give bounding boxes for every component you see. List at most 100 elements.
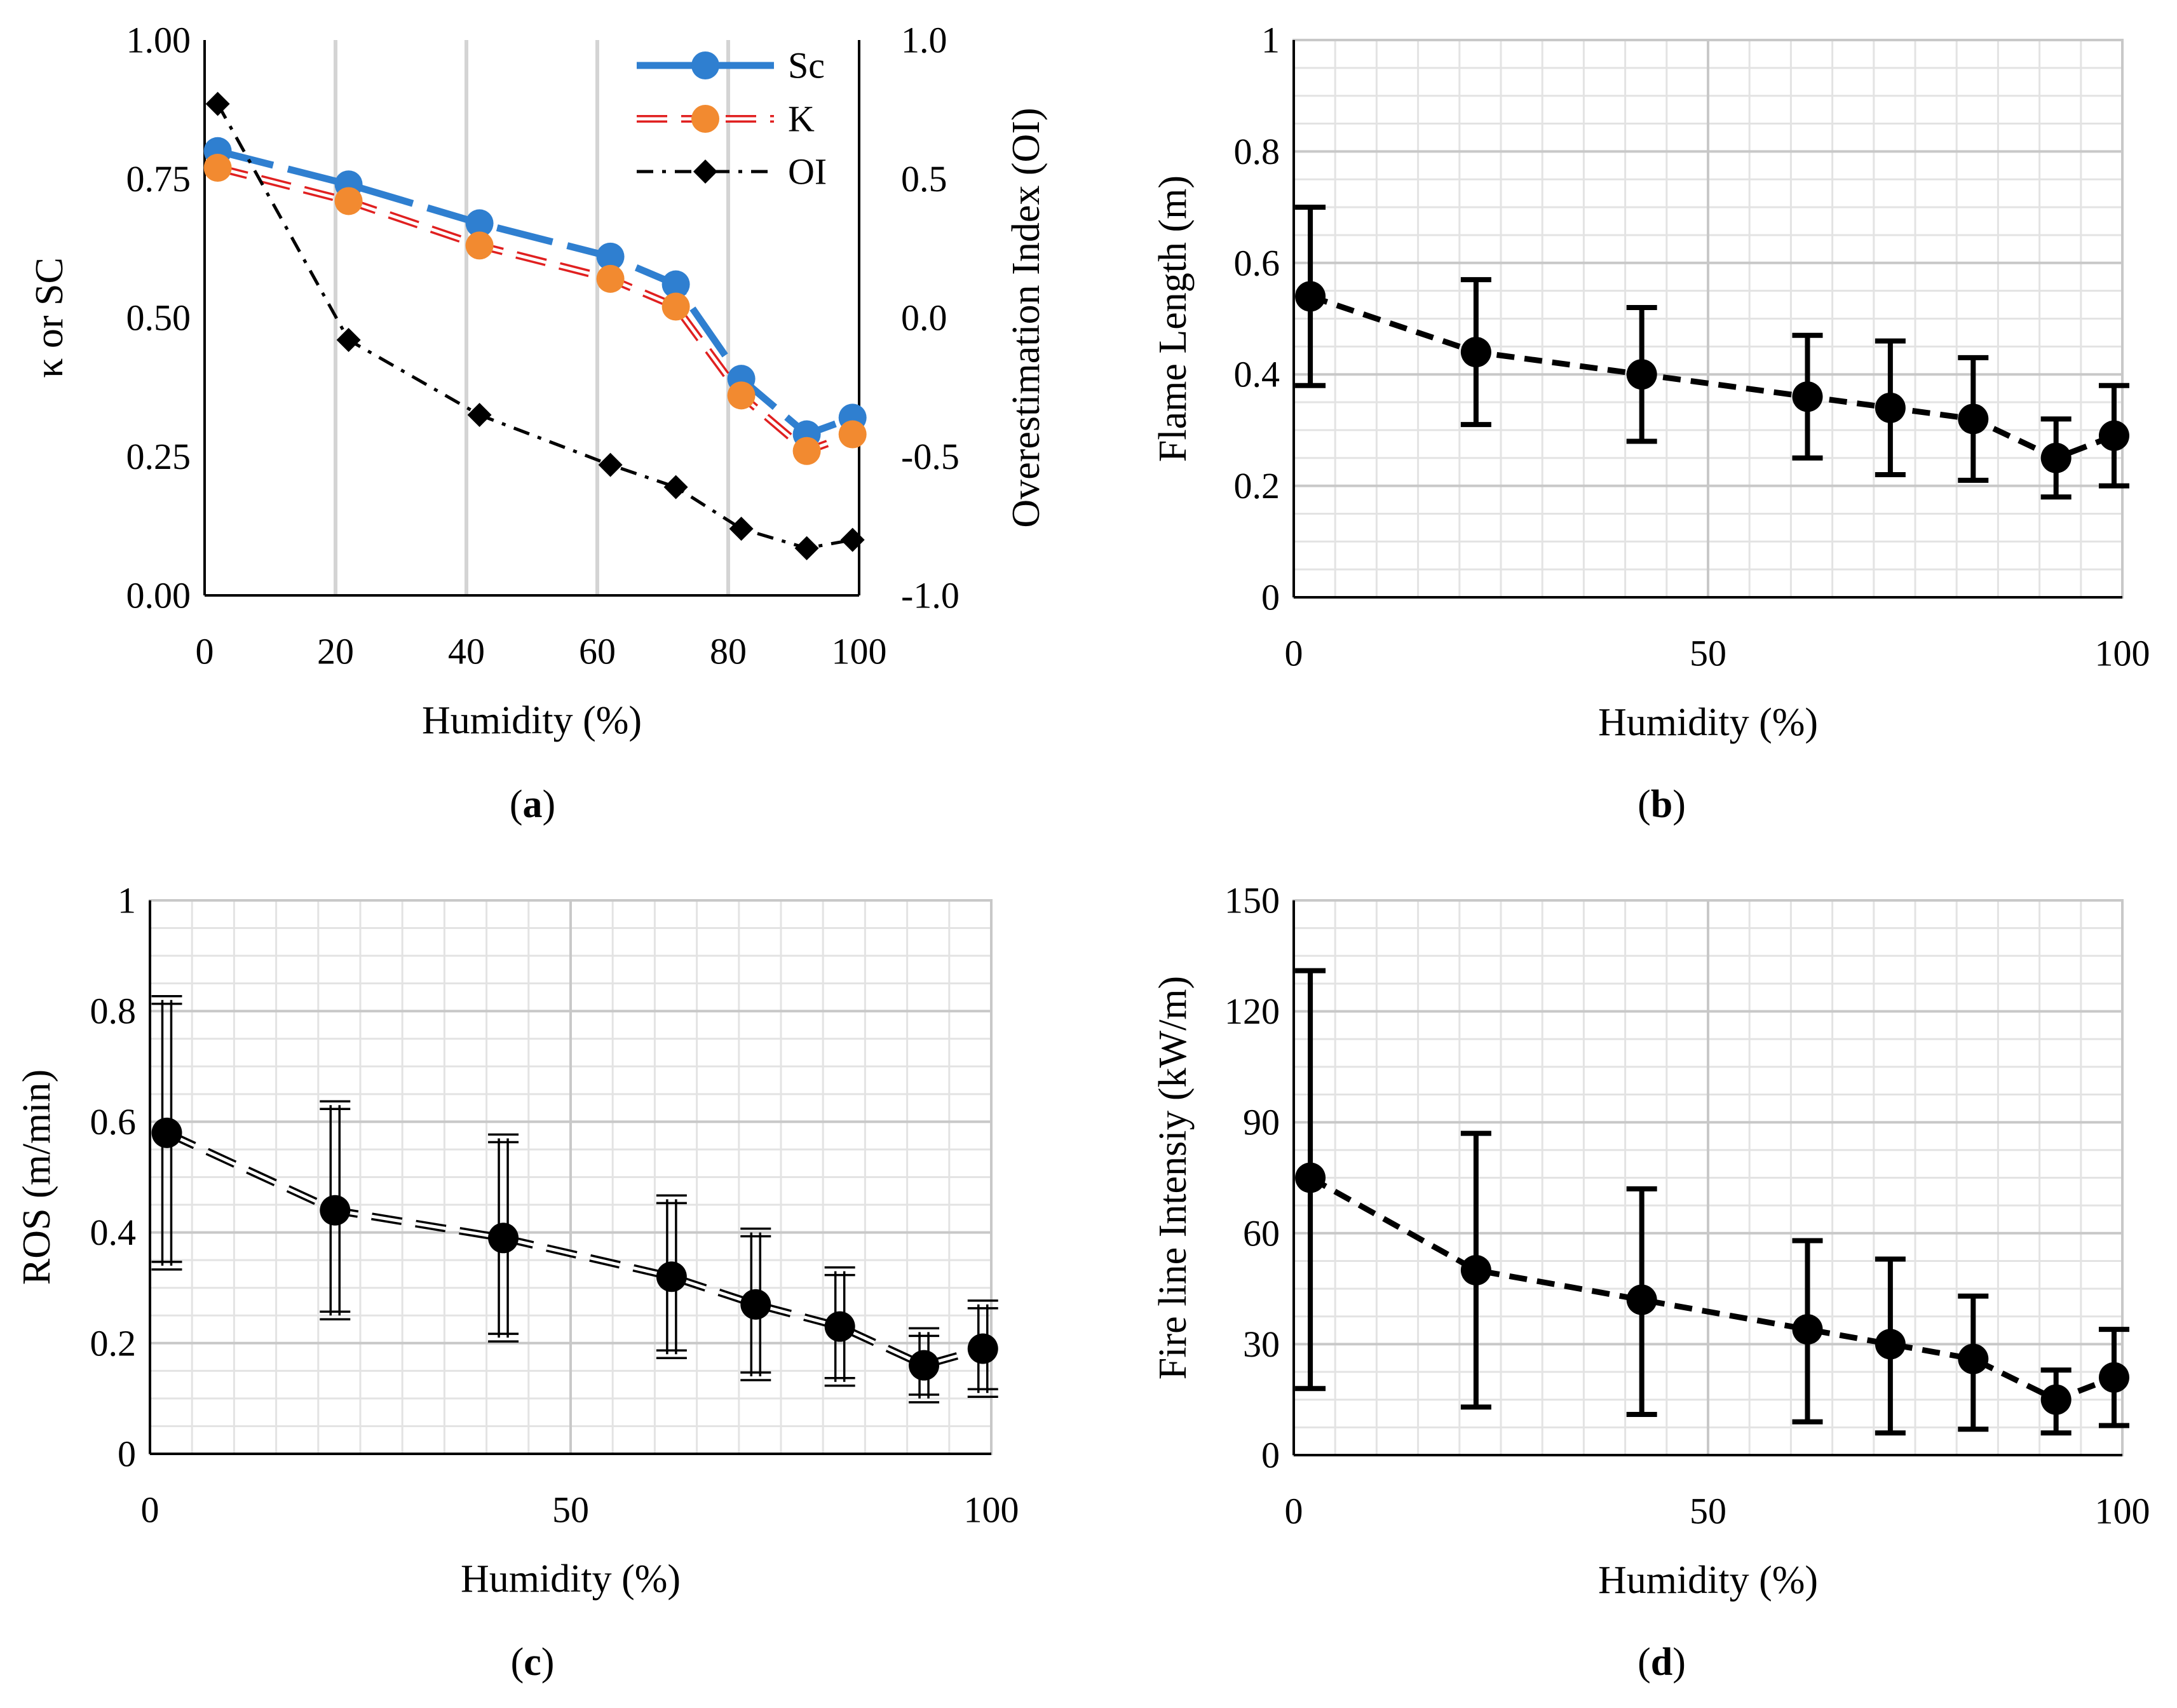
y-tick-label: 0.50 [126, 297, 191, 339]
panel-caption: (b) [1638, 783, 1686, 826]
data-point [661, 270, 690, 299]
y-tick-label: 0.00 [126, 575, 191, 616]
y-tick-label: 1 [118, 880, 136, 921]
panel-caption-letter: d [1651, 1641, 1672, 1684]
y-tick-label: 0 [118, 1434, 136, 1475]
y-tick-label: 0.4 [90, 1212, 137, 1253]
panel-caption-paren: ) [543, 783, 556, 826]
data-point [336, 327, 361, 352]
y-axis-title: Fire line Intensiy (kW/m) [1151, 976, 1195, 1379]
series-line-sc [217, 147, 854, 438]
data-point [151, 1117, 182, 1148]
y-axis-title: ROS (m/min) [15, 1069, 58, 1285]
y-tick-label: 90 [1243, 1102, 1280, 1143]
x-axis-title: Humidity (%) [461, 1557, 681, 1601]
data-point [1875, 392, 1906, 423]
data-point [1626, 359, 1657, 390]
x-axis-title: Humidity (%) [1598, 1559, 1818, 1602]
data-point [794, 536, 819, 560]
data-point [467, 402, 492, 427]
y2-axis-title: Overestimation Index (OI) [1005, 107, 1048, 527]
y2-tick-label: 0.5 [901, 158, 947, 200]
panel-caption-paren: ( [510, 783, 523, 826]
data-point [2098, 420, 2129, 451]
data-point [1626, 1284, 1657, 1315]
data-point [1460, 337, 1491, 368]
data-point [205, 92, 230, 116]
panel-caption: (c) [511, 1641, 555, 1684]
panel-caption-paren: ) [1672, 1641, 1686, 1684]
legend-marker [691, 105, 719, 133]
data-point [465, 231, 494, 260]
x-tick-label: 100 [2095, 1491, 2150, 1532]
legend-marker [693, 159, 717, 184]
x-axis-title: Humidity (%) [422, 699, 642, 742]
x-tick-label: 20 [317, 631, 354, 672]
data-point [967, 1333, 998, 1364]
x-tick-label: 0 [141, 1489, 159, 1531]
y-tick-label: 0 [1261, 577, 1280, 618]
data-point [824, 1311, 855, 1342]
x-tick-label: 0 [196, 631, 214, 672]
y2-tick-label: 1.0 [901, 20, 947, 61]
y-tick-label: 0.2 [90, 1322, 137, 1364]
panel-caption-paren: ( [511, 1641, 524, 1684]
y-tick-label: 30 [1243, 1324, 1280, 1365]
series-line-ros-inner [166, 1131, 984, 1367]
panel-caption: (d) [1638, 1641, 1686, 1684]
y-tick-label: 0.25 [126, 436, 191, 477]
data-point [1958, 403, 1989, 435]
data-point [2040, 442, 2072, 473]
data-point [729, 517, 754, 541]
series-line-oi [216, 103, 853, 550]
data-point [838, 420, 867, 449]
data-point [320, 1195, 351, 1226]
series-line-k-inner [217, 166, 853, 453]
panel-caption: (a) [510, 783, 555, 826]
y-tick-label: 1 [1261, 20, 1280, 61]
panel-caption-paren: ( [1638, 783, 1651, 826]
series-line-k [217, 164, 854, 456]
y2-tick-label: -1.0 [901, 575, 960, 616]
data-point [1875, 1329, 1906, 1360]
y-tick-label: 1.00 [126, 20, 191, 61]
x-axis-title: Humidity (%) [1598, 701, 1818, 744]
legend-label: Sc [788, 45, 825, 86]
x-tick-label: 50 [1690, 1491, 1726, 1532]
data-point [1792, 1314, 1823, 1345]
y-tick-label: 0 [1261, 1435, 1280, 1476]
x-tick-label: 100 [964, 1489, 1019, 1531]
y-axis-title: κ or SC [28, 257, 71, 378]
y-tick-label: 150 [1224, 880, 1280, 921]
y-tick-label: 0.8 [1234, 131, 1280, 172]
data-point [727, 381, 756, 410]
legend-label: K [788, 98, 815, 140]
y-tick-label: 0.75 [126, 158, 191, 200]
series-line-flame-length [1309, 294, 2115, 461]
data-point [663, 475, 688, 499]
series-line-ros [165, 1129, 984, 1369]
data-point [656, 1261, 687, 1292]
x-tick-label: 0 [1285, 633, 1303, 674]
data-point [203, 154, 232, 182]
x-tick-label: 40 [448, 631, 485, 672]
series-line-fire-line-intensity [1308, 1175, 2115, 1403]
data-point [596, 264, 625, 293]
y-tick-label: 60 [1243, 1212, 1280, 1254]
y-tick-label: 0.4 [1234, 354, 1280, 395]
data-point [1792, 381, 1823, 412]
y2-tick-label: 0.0 [901, 297, 947, 339]
x-tick-label: 100 [832, 631, 887, 672]
panel-caption-paren: ( [1638, 1641, 1651, 1684]
x-tick-label: 0 [1285, 1491, 1303, 1532]
x-tick-label: 50 [552, 1489, 589, 1531]
data-point [909, 1350, 940, 1381]
panel-caption-letter: c [524, 1641, 541, 1684]
x-tick-label: 60 [579, 631, 616, 672]
data-point [740, 1289, 771, 1320]
y-tick-label: 0.8 [90, 991, 137, 1032]
legend-label: OI [788, 151, 827, 193]
panel-caption-paren: ) [1672, 783, 1686, 826]
panel-caption-letter: b [1651, 783, 1672, 826]
